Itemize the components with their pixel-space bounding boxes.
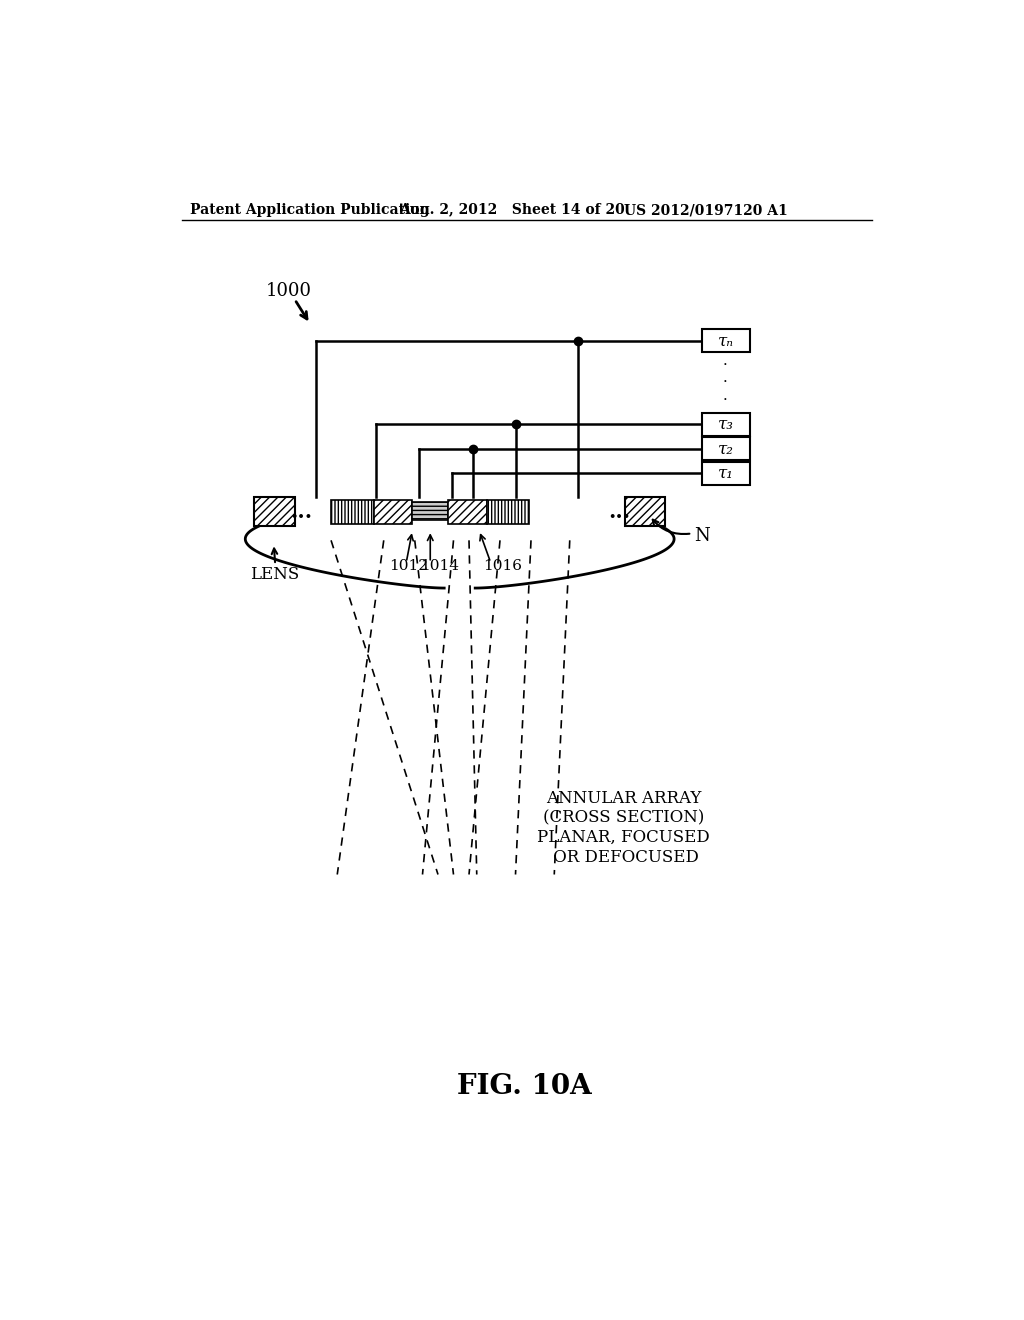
Text: 1012: 1012 bbox=[389, 560, 428, 573]
Text: Patent Application Publication: Patent Application Publication bbox=[190, 203, 430, 216]
Text: 1016: 1016 bbox=[483, 560, 522, 573]
Bar bbox=[625, 498, 665, 527]
Bar bbox=[486, 499, 529, 524]
Text: Aug. 2, 2012   Sheet 14 of 20: Aug. 2, 2012 Sheet 14 of 20 bbox=[399, 203, 625, 216]
Text: ANNULAR ARRAY
(CROSS SECTION)
PLANAR, FOCUSED
 OR DEFOCUSED: ANNULAR ARRAY (CROSS SECTION) PLANAR, FO… bbox=[538, 789, 710, 866]
Bar bbox=[254, 498, 295, 527]
Text: τ₃: τ₃ bbox=[718, 416, 733, 433]
Text: τ₁: τ₁ bbox=[718, 465, 733, 482]
Text: FIG. 10A: FIG. 10A bbox=[458, 1073, 592, 1100]
Bar bbox=[413, 502, 449, 520]
Text: US 2012/0197120 A1: US 2012/0197120 A1 bbox=[624, 203, 787, 216]
Bar bbox=[701, 437, 750, 461]
Bar bbox=[701, 462, 750, 484]
Text: 1000: 1000 bbox=[266, 281, 312, 300]
Text: N: N bbox=[694, 528, 711, 545]
Bar bbox=[331, 499, 374, 524]
Bar bbox=[701, 413, 750, 436]
Text: 1014: 1014 bbox=[420, 560, 459, 573]
Text: ·
·
·: · · · bbox=[723, 358, 728, 407]
Text: τₙ: τₙ bbox=[718, 333, 733, 350]
Bar bbox=[449, 499, 486, 524]
Text: ...: ... bbox=[291, 502, 312, 521]
Text: ...: ... bbox=[608, 502, 631, 521]
Bar bbox=[701, 330, 750, 352]
Text: τ₂: τ₂ bbox=[718, 440, 733, 457]
Text: LENS: LENS bbox=[251, 566, 300, 582]
Bar bbox=[374, 499, 413, 524]
